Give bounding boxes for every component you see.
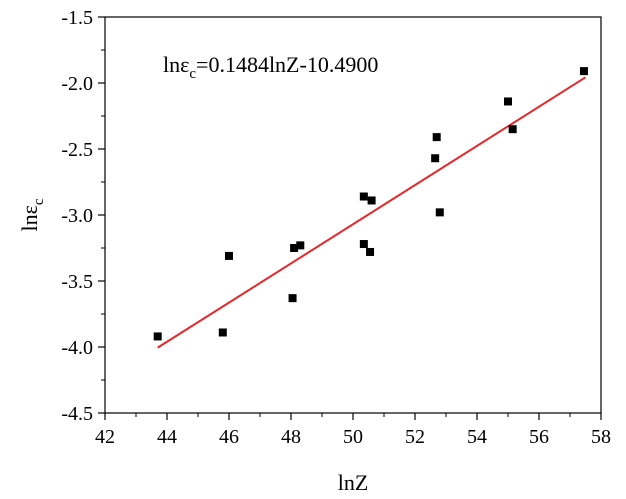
x-tick-label: 52 <box>405 426 425 448</box>
fit-equation-subscript: c <box>189 66 196 82</box>
data-point <box>504 97 512 106</box>
x-tick-label: 48 <box>281 426 301 448</box>
x-tick-label: 44 <box>157 426 177 448</box>
data-point <box>366 247 375 256</box>
y-axis-title: lnεc <box>17 198 47 231</box>
x-tick-label: 56 <box>529 426 549 448</box>
data-point <box>290 244 299 252</box>
x-tick-label: 42 <box>95 426 115 448</box>
fit-equation: lnεc=0.1484lnZ-10.4900 <box>163 52 378 82</box>
data-point <box>431 154 440 163</box>
data-point <box>579 67 588 76</box>
x-axis-ticks: 42 44 46 48 50 52 54 56 58 <box>95 413 611 448</box>
x-axis-title: lnZ <box>338 470 369 495</box>
data-point <box>432 133 441 142</box>
data-point <box>296 241 305 250</box>
x-tick-label: 54 <box>467 426 487 448</box>
data-points <box>153 67 588 341</box>
data-point <box>153 332 162 341</box>
data-point <box>218 328 227 337</box>
y-tick-label: -2.0 <box>61 73 93 95</box>
data-point <box>367 196 376 205</box>
y-axis-title-base: lnε <box>17 205 42 231</box>
data-point <box>288 294 297 303</box>
data-point <box>359 240 368 249</box>
x-tick-label: 50 <box>343 426 363 448</box>
y-tick-label: -4.0 <box>61 337 93 359</box>
y-tick-label: -1.5 <box>61 7 93 29</box>
y-tick-label: -2.5 <box>61 139 93 161</box>
data-point <box>359 192 368 201</box>
y-tick-label: -3.0 <box>61 205 93 227</box>
fit-equation-prefix: lnε <box>163 52 189 77</box>
y-tick-label: -4.5 <box>61 403 93 425</box>
x-tick-label: 46 <box>219 426 239 448</box>
y-tick-label: -3.5 <box>61 271 93 293</box>
fit-line-group <box>157 76 587 349</box>
x-tick-label: 58 <box>591 426 611 448</box>
y-axis-ticks: -4.5 -4.0 -3.5 -3.0 -2.5 -2.0 -1.5 <box>61 7 105 425</box>
fit-line <box>157 76 587 349</box>
fit-equation-body: =0.1484lnZ-10.4900 <box>196 52 378 77</box>
data-point <box>435 208 444 217</box>
data-point <box>508 125 517 134</box>
y-axis-title-subscript: c <box>31 198 47 205</box>
data-point <box>225 251 233 260</box>
